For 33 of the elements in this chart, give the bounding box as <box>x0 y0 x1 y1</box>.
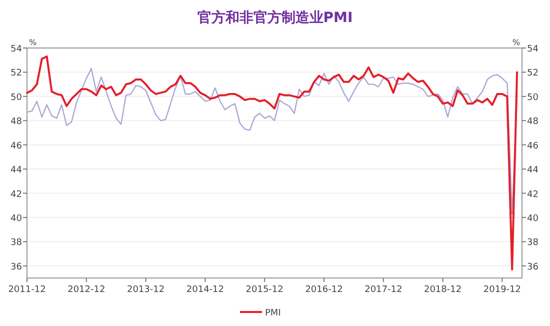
y-tick-label: 44 <box>10 166 22 176</box>
y2-tick-label: 50 <box>527 92 539 103</box>
x-tick-label: 2013-12 <box>126 285 165 295</box>
y-tick-label: 52 <box>10 68 22 79</box>
y-tick-label: 46 <box>10 141 22 152</box>
y2-tick-label: 46 <box>527 141 539 152</box>
x-tick-label: 2016-12 <box>305 285 343 295</box>
x-tick-label: 2012-12 <box>68 285 106 295</box>
y2-tick-label: 54 <box>527 44 539 54</box>
y-tick-label: 48 <box>10 117 22 128</box>
legend-label: PMI <box>265 308 281 318</box>
x-tick-label: 2011-12 <box>8 285 46 295</box>
chart-title: 官方和非官方制造业PMI <box>197 9 353 26</box>
y2-tick-label: 44 <box>527 166 539 176</box>
x-tick-label: 2015-12 <box>246 285 284 295</box>
y-tick-label: 50 <box>10 92 22 103</box>
y-tick-label: 40 <box>10 214 22 224</box>
y-axis-title: % <box>29 38 37 47</box>
y2-tick-label: 40 <box>527 214 539 224</box>
x-tick-label: 2018-12 <box>424 285 462 295</box>
y-tick-label: 38 <box>10 238 22 248</box>
y-tick-label: 54 <box>10 44 22 54</box>
x-tick-label: 2014-12 <box>186 285 224 295</box>
y2-tick-label: 42 <box>527 190 538 200</box>
y-tick-label: 36 <box>10 262 22 272</box>
x-tick-label: 2019-12 <box>483 285 522 295</box>
y2-tick-label: 36 <box>527 262 539 272</box>
y2-tick-label: 48 <box>527 117 539 128</box>
y-tick-label: 42 <box>10 190 22 200</box>
y2-tick-label: 52 <box>527 68 538 79</box>
x-tick-label: 2017-12 <box>364 285 402 295</box>
y2-axis-title: % <box>512 38 520 47</box>
y2-tick-label: 38 <box>527 238 539 248</box>
